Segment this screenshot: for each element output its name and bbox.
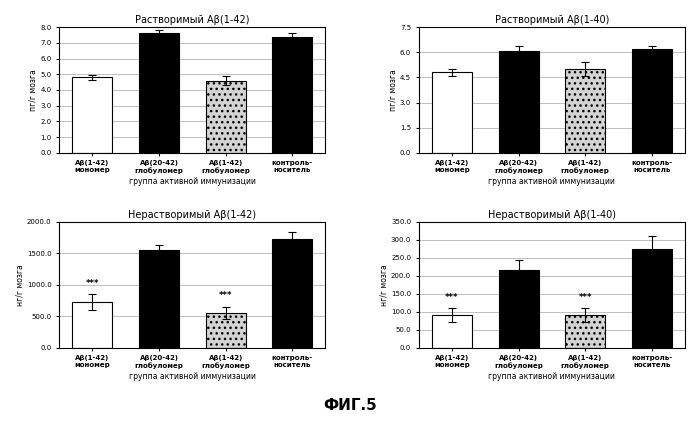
Title: Нерастворимый Aβ(1-40): Нерастворимый Aβ(1-40) <box>488 210 616 220</box>
Bar <box>206 313 246 348</box>
Bar <box>432 315 472 348</box>
X-axis label: группа активной иммунизации: группа активной иммунизации <box>129 372 256 381</box>
X-axis label: группа активной иммунизации: группа активной иммунизации <box>489 372 615 381</box>
Text: ФИГ.5: ФИГ.5 <box>323 397 377 413</box>
Title: Нерастворимый Aβ(1-42): Нерастворимый Aβ(1-42) <box>128 210 256 220</box>
Bar <box>631 249 672 348</box>
Bar <box>432 72 472 153</box>
Bar <box>272 240 312 348</box>
Y-axis label: нг/г мозга: нг/г мозга <box>15 264 24 306</box>
Text: ***: *** <box>578 293 592 302</box>
Bar <box>73 77 113 153</box>
Bar <box>498 270 538 348</box>
Bar <box>565 69 605 153</box>
Bar <box>631 49 672 153</box>
Text: ***: *** <box>219 291 232 301</box>
Bar <box>73 302 113 348</box>
Bar <box>498 51 538 153</box>
X-axis label: группа активной иммунизации: группа активной иммунизации <box>129 177 256 186</box>
Bar <box>272 37 312 153</box>
Text: ***: *** <box>445 293 458 302</box>
Y-axis label: пг/г мозга: пг/г мозга <box>29 69 38 111</box>
Y-axis label: пг/г мозга: пг/г мозга <box>388 69 397 111</box>
Text: ***: *** <box>85 279 99 288</box>
Bar <box>139 250 179 348</box>
Bar <box>206 80 246 153</box>
Y-axis label: нг/г мозга: нг/г мозга <box>379 264 388 306</box>
Title: Растворимый Aβ(1-42): Растворимый Aβ(1-42) <box>135 15 250 25</box>
Bar <box>565 315 605 348</box>
Bar <box>139 33 179 153</box>
Title: Растворимый Aβ(1-40): Растворимый Aβ(1-40) <box>495 15 609 25</box>
X-axis label: группа активной иммунизации: группа активной иммунизации <box>489 177 615 186</box>
